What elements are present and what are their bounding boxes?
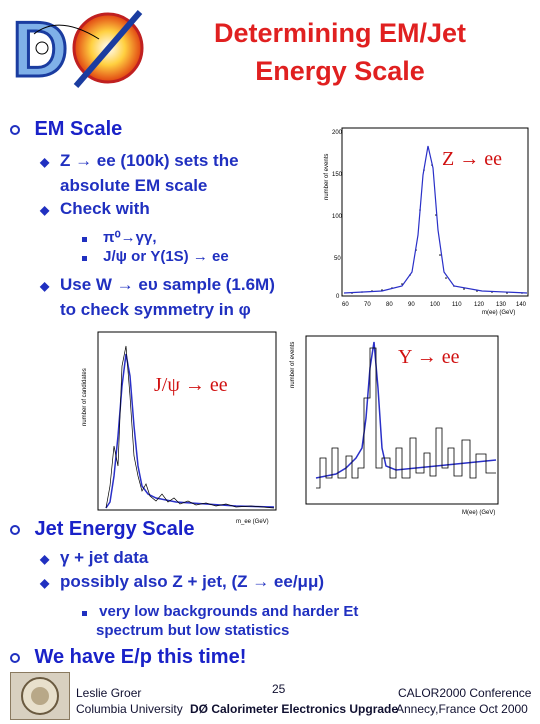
upsilon-ylabel: number of events bbox=[290, 342, 296, 388]
jet-scale-section: Jet Energy Scale bbox=[10, 518, 195, 541]
diamond-bullet-icon: ◆ bbox=[40, 155, 50, 169]
svg-text:70: 70 bbox=[364, 302, 371, 308]
footer-conference: CALOR2000 Conference bbox=[398, 686, 532, 700]
em-bullet-2: ◆ Check with bbox=[40, 199, 150, 218]
bullet-dot-icon bbox=[10, 653, 20, 663]
svg-text:D: D bbox=[12, 5, 68, 93]
jet-scale-heading: Jet Energy Scale bbox=[34, 518, 195, 540]
em-sub-1: π⁰→γγ, bbox=[82, 228, 157, 246]
bullet-dot-icon bbox=[10, 525, 20, 535]
square-bullet-icon bbox=[82, 611, 87, 616]
square-bullet-icon bbox=[82, 256, 87, 261]
em-sub-2: J/ψ or Υ(1S) → ee bbox=[82, 248, 229, 265]
upsilon-ee-label: Υ → ee bbox=[398, 346, 460, 368]
svg-text:150: 150 bbox=[332, 172, 343, 178]
bullet-dot-icon bbox=[10, 125, 20, 135]
svg-text:80: 80 bbox=[386, 302, 393, 308]
svg-text:120: 120 bbox=[474, 302, 485, 308]
svg-text:110: 110 bbox=[452, 302, 462, 308]
svg-text:100: 100 bbox=[430, 302, 441, 308]
svg-text:0: 0 bbox=[336, 294, 340, 300]
footer-talk: DØ Calorimeter Electronics Upgrade bbox=[190, 702, 399, 716]
em-scale-heading: EM Scale bbox=[34, 118, 123, 140]
page-number: 25 bbox=[272, 682, 286, 696]
title-line-1: Determining EM/Jet bbox=[213, 18, 467, 48]
footer-affiliation: Columbia University bbox=[76, 702, 183, 716]
title-line-2: Energy Scale bbox=[255, 56, 425, 86]
z-ylabel: number of events bbox=[324, 154, 330, 200]
em-scale-section: EM Scale bbox=[10, 118, 122, 141]
diamond-bullet-icon: ◆ bbox=[40, 279, 50, 293]
footer-author: Leslie Groer bbox=[76, 686, 142, 700]
z-xlabel: m(ee) (GeV) bbox=[482, 310, 515, 316]
z-ee-plot: number of events 200 150 100 50 0 60 70 80… bbox=[322, 120, 532, 320]
upsilon-ee-plot: number of events M(ee) (GeV) Υ → ee bbox=[286, 328, 506, 518]
university-seal-icon bbox=[10, 672, 70, 720]
svg-text:130: 130 bbox=[496, 302, 507, 308]
square-bullet-icon bbox=[82, 237, 87, 242]
ep-section: We have E/p this time! bbox=[10, 646, 246, 669]
svg-text:140: 140 bbox=[516, 302, 527, 308]
jpsi-ee-plot: number of candidates m_ee (GeV) J/ψ → ee bbox=[76, 326, 284, 526]
jpsi-ee-label: J/ψ → ee bbox=[154, 374, 228, 396]
jet-sub-1: very low backgrounds and harder Et spect… bbox=[82, 602, 358, 640]
jpsi-xlabel: m_ee (GeV) bbox=[236, 519, 269, 525]
diamond-bullet-icon: ◆ bbox=[40, 576, 50, 590]
svg-text:50: 50 bbox=[334, 256, 341, 262]
em-bullet-3: ◆ Use W → eυ sample (1.6M) to check symm… bbox=[40, 275, 275, 319]
jet-bullet-2: ◆ possibly also Z + jet, (Z → ee/μμ) bbox=[40, 572, 325, 591]
dzero-logo: D bbox=[4, 4, 154, 95]
em-bullet-1: ◆ Z → ee (100k) sets the absolute EM sca… bbox=[40, 151, 239, 195]
svg-text:100: 100 bbox=[332, 214, 343, 220]
z-ee-label: Z → ee bbox=[442, 148, 502, 170]
diamond-bullet-icon: ◆ bbox=[40, 203, 50, 217]
footer-location: Annecy,France Oct 2000 bbox=[396, 702, 528, 716]
svg-text:200: 200 bbox=[332, 130, 343, 136]
diamond-bullet-icon: ◆ bbox=[40, 552, 50, 566]
jet-bullet-1: ◆ γ + jet data bbox=[40, 548, 149, 567]
upsilon-xlabel: M(ee) (GeV) bbox=[462, 510, 495, 516]
ep-heading: We have E/p this time! bbox=[34, 646, 247, 668]
jpsi-ylabel: number of candidates bbox=[82, 368, 88, 426]
svg-text:60: 60 bbox=[342, 302, 349, 308]
slide-title: Determining EM/Jet Energy Scale bbox=[160, 14, 520, 90]
svg-text:90: 90 bbox=[408, 302, 415, 308]
